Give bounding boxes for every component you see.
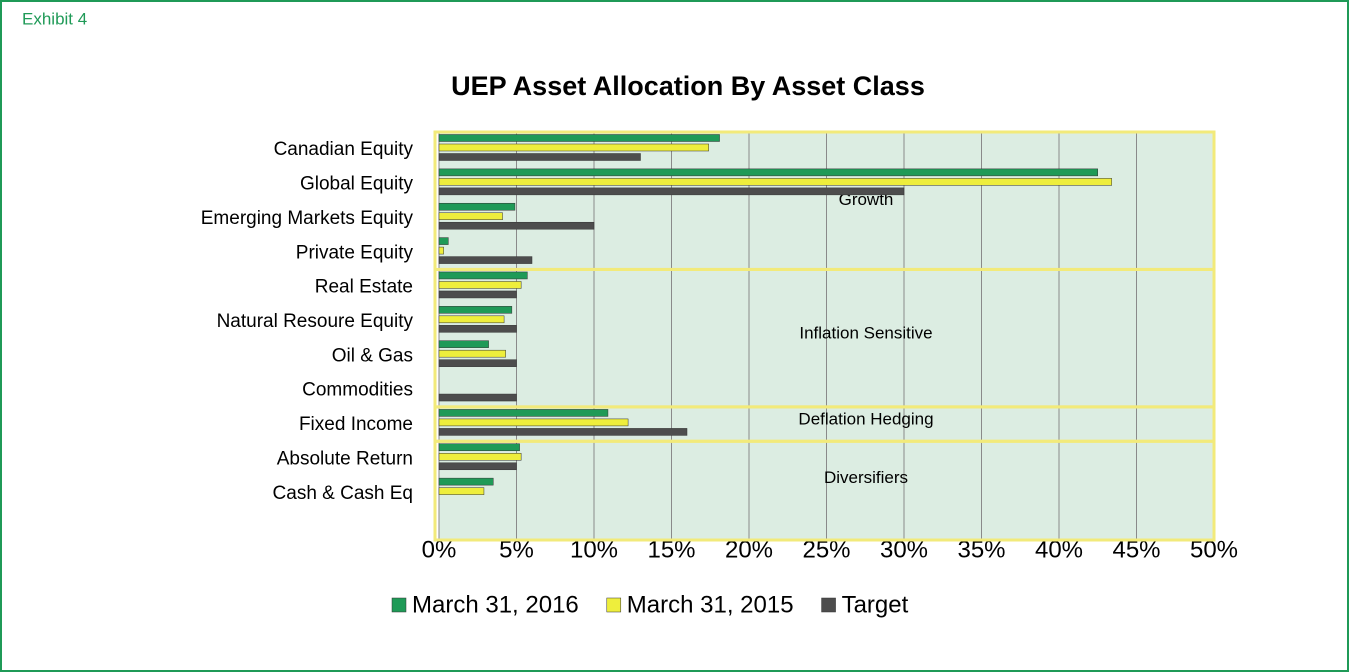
bar <box>438 143 709 152</box>
y-tick-label: Real Estate <box>315 277 413 298</box>
y-tick-label: Commodities <box>302 380 413 401</box>
bar <box>438 477 494 486</box>
bar <box>438 359 517 367</box>
bar <box>438 178 1112 186</box>
bar <box>438 443 520 452</box>
legend-label: March 31, 2016 <box>412 591 579 618</box>
chart-title: UEP Asset Allocation By Asset Class <box>451 71 925 101</box>
bar <box>438 487 485 495</box>
bar <box>438 349 506 358</box>
y-tick-label: Fixed Income <box>299 414 413 435</box>
bar <box>438 221 595 230</box>
bar <box>438 409 609 417</box>
legend-swatch <box>821 597 836 613</box>
y-tick-label: Absolute Return <box>277 448 413 469</box>
y-tick-label: Natural Resoure Equity <box>217 311 414 332</box>
bar <box>438 453 522 461</box>
group-label: Inflation Sensitive <box>799 324 932 343</box>
bar <box>438 306 513 314</box>
bar <box>438 212 503 220</box>
bar <box>438 418 629 427</box>
y-tick-label: Oil & Gas <box>332 345 413 366</box>
bar <box>438 134 720 142</box>
bar <box>438 256 533 264</box>
bar <box>438 393 517 402</box>
y-tick-label: Emerging Markets Equity <box>201 208 414 229</box>
bar <box>438 237 449 245</box>
legend-label: Target <box>842 591 909 618</box>
group-band <box>433 439 1216 542</box>
y-tick-label: Private Equity <box>296 242 414 263</box>
bar <box>438 325 517 333</box>
bar <box>438 168 1098 177</box>
bar <box>438 187 905 196</box>
bar <box>438 428 688 436</box>
bar <box>438 462 517 471</box>
legend-swatch <box>391 597 407 613</box>
bar <box>438 281 522 289</box>
bar <box>438 315 505 324</box>
group-label: Deflation Hedging <box>798 410 933 429</box>
bar <box>438 290 517 299</box>
y-tick-label: Global Equity <box>300 174 414 195</box>
legend-label: March 31, 2015 <box>627 591 794 618</box>
y-tick-label: Cash & Cash Eq <box>273 483 413 504</box>
bar <box>438 153 641 161</box>
bar <box>438 246 444 255</box>
bar <box>438 271 528 280</box>
exhibit-label: Exhibit 4 <box>22 9 87 28</box>
bar <box>438 340 489 348</box>
y-tick-label: Canadian Equity <box>274 139 414 160</box>
group-label: Diversifiers <box>824 468 908 487</box>
bar <box>438 202 516 211</box>
legend-swatch <box>606 597 622 613</box>
